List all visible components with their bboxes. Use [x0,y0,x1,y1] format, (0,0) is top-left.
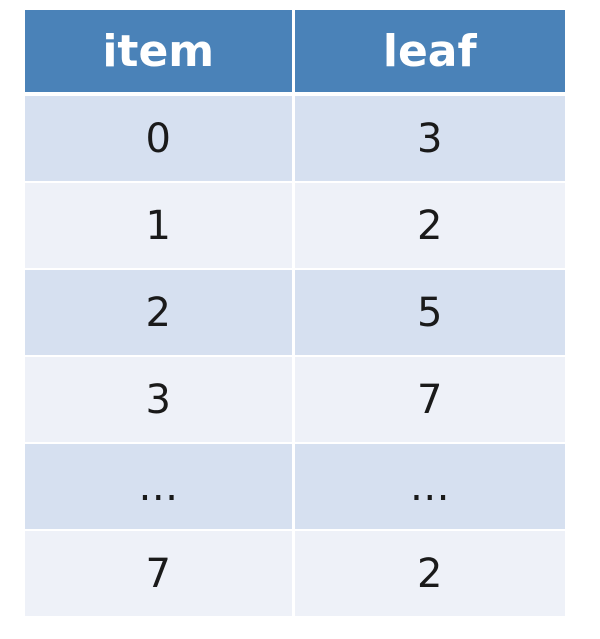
leaf-cell: 3 [291,93,565,182]
table-row: 7 2 [25,529,565,616]
item-cell: 1 [25,181,293,269]
leaf-cell: 5 [291,268,565,356]
table-row: … … [25,442,565,530]
item-cell: 3 [25,355,293,443]
column-header-leaf: leaf [291,10,565,96]
header-row: item leaf [25,10,565,96]
leaf-cell: 7 [291,355,565,443]
item-cell: 0 [25,93,293,182]
item-cell: … [25,442,293,530]
leaf-cell: 2 [291,529,565,616]
table-row: 0 3 [25,93,565,182]
leaf-cell: 2 [291,181,565,269]
table-row: 2 5 [25,268,565,356]
item-cell: 7 [25,529,293,616]
item-cell: 2 [25,268,293,356]
leaf-cell: … [291,442,565,530]
table-row: 1 2 [25,181,565,269]
item-leaf-table-container: item leaf 0 3 1 2 2 5 3 7 … … [25,10,565,616]
item-leaf-table: item leaf 0 3 1 2 2 5 3 7 … … [25,10,565,616]
column-header-item: item [25,10,293,96]
table-row: 3 7 [25,355,565,443]
